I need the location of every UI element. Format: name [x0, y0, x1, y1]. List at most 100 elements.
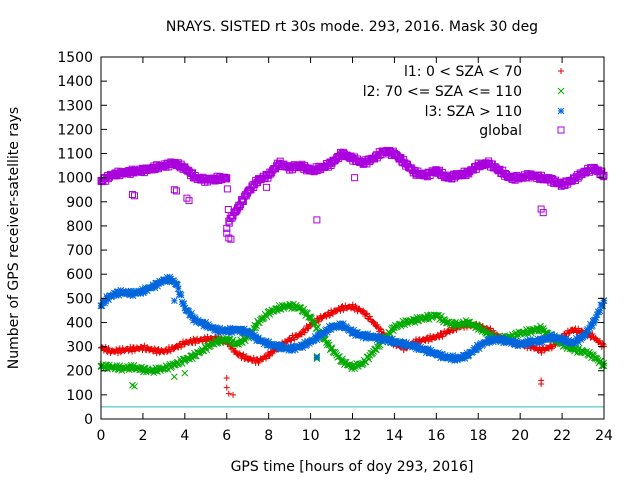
series-fill-mark	[305, 325, 312, 332]
series-fill-mark	[335, 323, 343, 331]
outlier-point	[263, 183, 271, 191]
series-fill-mark	[376, 337, 384, 345]
y-tick-label: 300	[66, 340, 93, 356]
series-fill-mark	[384, 338, 392, 346]
y-axis-label: Number of GPS receiver-satellite rays	[6, 107, 22, 369]
series-fill-mark	[599, 172, 607, 180]
legend-marker	[557, 107, 565, 115]
series-fill-mark	[262, 337, 270, 345]
series-fill-mark	[422, 345, 429, 353]
series-fill-mark	[299, 344, 307, 352]
series-fill-mark	[216, 324, 224, 332]
series-fill-mark	[174, 281, 181, 289]
outlier-point	[183, 194, 191, 202]
series-fill-mark	[236, 328, 243, 336]
legend-marker	[558, 68, 564, 74]
series-fill-mark	[177, 291, 185, 299]
series-fill-mark	[599, 340, 606, 347]
series-fill-mark	[166, 273, 174, 281]
series-fill-mark	[536, 339, 543, 347]
series-fill-mark	[222, 175, 230, 183]
series-fill-mark	[488, 334, 495, 342]
series-fill-mark	[428, 348, 436, 356]
series-fill-mark	[330, 311, 337, 318]
series-fill-mark	[326, 312, 333, 319]
series-fill-mark	[307, 313, 314, 320]
series-fill-mark	[370, 318, 377, 325]
series-fill-mark	[251, 331, 259, 339]
outlier-point	[171, 373, 178, 381]
legend-marker	[557, 87, 565, 95]
series-fill-mark	[250, 354, 257, 361]
series-fill-mark	[363, 311, 370, 318]
series-fill-mark	[235, 326, 243, 334]
y-tick-label: 400	[66, 315, 93, 331]
series-fill-mark	[277, 346, 285, 353]
series-fill-mark	[483, 339, 491, 347]
outlier-point	[538, 381, 545, 388]
outlier-point	[223, 384, 230, 391]
series-fill-mark	[289, 347, 296, 354]
series-fill-mark	[519, 340, 526, 348]
series-fill-mark	[398, 342, 406, 350]
series-fill-mark	[185, 308, 193, 315]
series-fill-mark	[252, 324, 260, 332]
series-fill-mark	[204, 333, 211, 340]
series-fill-mark	[125, 347, 132, 354]
outlier-point	[131, 192, 139, 200]
series-fill-mark	[100, 297, 108, 304]
y-tick-label: 100	[66, 388, 93, 404]
x-tick-label: 16	[427, 428, 445, 444]
series-fill-mark	[591, 355, 599, 362]
y-tick-label: 1000	[57, 171, 93, 187]
series-fill-mark	[596, 307, 604, 315]
y-tick-label: 200	[66, 364, 93, 380]
series-fill-mark	[315, 331, 323, 338]
series-fill-mark	[127, 287, 135, 295]
series-fill-mark	[259, 338, 267, 345]
series-fill-mark	[585, 328, 592, 336]
outlier-point	[181, 369, 189, 377]
y-tick-label: 500	[66, 291, 93, 307]
series-fill-mark	[572, 334, 580, 342]
series-fill-mark	[114, 288, 122, 295]
series-fill-mark	[274, 342, 281, 350]
series-fill-mark	[449, 352, 457, 359]
series-fill-mark	[197, 347, 205, 355]
series-fill-mark	[591, 316, 599, 324]
outlier-point	[171, 297, 178, 305]
series-fill-mark	[565, 330, 572, 337]
y-tick-label: 1200	[57, 122, 93, 138]
series-fill-mark	[413, 313, 421, 321]
x-tick-label: 24	[595, 428, 613, 444]
series-fill-mark	[264, 341, 272, 349]
series-fill-mark	[426, 349, 434, 357]
series-fill-mark	[427, 332, 434, 339]
outlier-point	[230, 391, 237, 398]
series-fill-mark	[347, 326, 355, 333]
series-fill-mark	[327, 326, 335, 333]
legend-label: global	[479, 123, 522, 139]
series-fill-mark	[214, 329, 222, 336]
series-fill-mark	[562, 335, 570, 342]
series-fill-mark	[144, 344, 151, 351]
series-fill-mark	[469, 348, 476, 356]
series-fill-mark	[314, 323, 322, 331]
series-fill-mark	[201, 334, 208, 341]
series-fill-mark	[397, 339, 405, 347]
legend: l1: 0 < SZA < 70 l2: 70 <= SZA <= 110 l3: …	[363, 64, 565, 139]
series-fill-mark	[114, 350, 121, 357]
series-fill-mark	[592, 314, 600, 321]
x-tick-label: 4	[180, 428, 189, 444]
series-fill-mark	[359, 334, 367, 341]
series-fill-mark	[180, 300, 188, 308]
series-fill-mark	[338, 303, 345, 310]
y-tick-label: 1300	[57, 98, 93, 114]
series-fill-mark	[473, 346, 480, 353]
x-tick-label: 2	[138, 428, 147, 444]
series-fill-mark	[153, 350, 160, 357]
series-fill-mark	[390, 340, 398, 348]
series-fill-mark	[558, 334, 566, 341]
outlier-point	[172, 187, 180, 195]
